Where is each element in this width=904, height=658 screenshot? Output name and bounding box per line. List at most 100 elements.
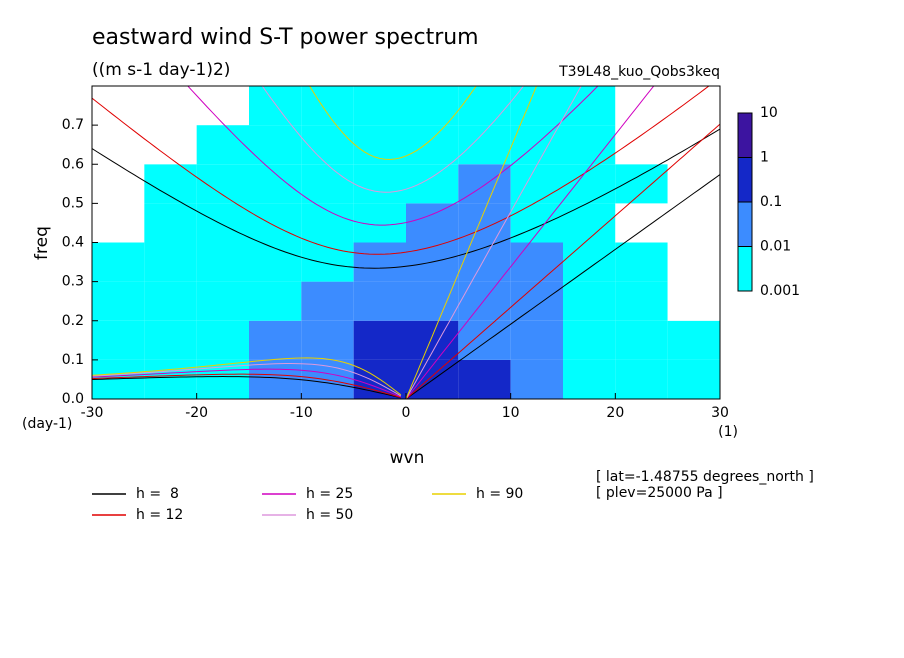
chart-title: eastward wind S-T power spectrum xyxy=(92,25,479,50)
x-tick-label: -10 xyxy=(290,405,313,421)
power-cell xyxy=(249,86,302,126)
dispersion-curve xyxy=(405,86,538,399)
power-cell xyxy=(563,359,616,399)
power-cell xyxy=(615,125,668,165)
power-cell xyxy=(144,242,197,282)
power-cell xyxy=(353,164,406,204)
power-cell xyxy=(458,125,511,165)
power-cell xyxy=(249,203,302,243)
y-tick-label: 0.2 xyxy=(62,313,84,329)
power-cell xyxy=(196,164,249,204)
power-cell xyxy=(196,242,249,282)
legend-label: h = 50 xyxy=(306,507,353,523)
dispersion-curve xyxy=(405,123,720,399)
power-cell xyxy=(353,320,406,360)
power-cell xyxy=(510,242,563,282)
power-cell xyxy=(92,164,145,204)
power-cell xyxy=(353,86,406,126)
power-cell xyxy=(510,281,563,321)
power-cell xyxy=(510,125,563,165)
power-cell xyxy=(301,125,354,165)
y-tick-label: 0.6 xyxy=(62,156,84,172)
power-cell xyxy=(144,281,197,321)
power-cell xyxy=(458,242,511,282)
annotation: [ lat=-1.48755 degrees_north ] xyxy=(596,469,814,485)
power-cell xyxy=(353,125,406,165)
x-tick-label: 30 xyxy=(711,405,729,421)
dispersion-curve xyxy=(405,174,720,399)
colorbar-segment xyxy=(737,201,753,247)
power-cell xyxy=(301,320,354,360)
x-tick-label: 0 xyxy=(402,405,411,421)
colorbar-segment xyxy=(737,112,753,158)
power-cell xyxy=(667,203,720,243)
power-cell xyxy=(301,242,354,282)
power-cell xyxy=(196,203,249,243)
dispersion-curve xyxy=(92,128,720,269)
colorbar-segment xyxy=(737,157,753,203)
power-cell xyxy=(458,320,511,360)
power-cell xyxy=(615,86,668,126)
y-axis-label: freq xyxy=(32,226,52,260)
power-cell xyxy=(144,359,197,399)
y-tick-label: 0.3 xyxy=(62,274,84,290)
power-cell xyxy=(144,86,197,126)
power-cell xyxy=(196,86,249,126)
power-cell xyxy=(615,359,668,399)
power-cell xyxy=(458,203,511,243)
power-cell xyxy=(406,281,459,321)
power-cell xyxy=(249,320,302,360)
power-cell xyxy=(615,203,668,243)
power-cell xyxy=(458,359,511,399)
power-cell xyxy=(92,125,145,165)
power-cell xyxy=(563,125,616,165)
power-cell xyxy=(615,164,668,204)
power-cell xyxy=(667,164,720,204)
power-cell xyxy=(92,281,145,321)
power-cell xyxy=(667,359,720,399)
x-units: (1) xyxy=(718,424,738,440)
power-cell xyxy=(144,203,197,243)
legend-label: h = 12 xyxy=(136,507,183,523)
power-cell xyxy=(563,86,616,126)
colorbar-label: 0.01 xyxy=(760,239,791,255)
power-cell xyxy=(563,320,616,360)
colorbar-label: 1 xyxy=(760,150,769,166)
x-tick-label: -30 xyxy=(81,405,104,421)
y-tick-label: 0.7 xyxy=(62,117,84,133)
power-cell xyxy=(615,320,668,360)
power-cell xyxy=(144,125,197,165)
dispersion-curve xyxy=(187,86,599,226)
power-cell xyxy=(667,281,720,321)
power-cell xyxy=(563,281,616,321)
power-cell xyxy=(353,281,406,321)
power-cell xyxy=(406,86,459,126)
power-cell xyxy=(144,164,197,204)
power-cell xyxy=(667,242,720,282)
subtitle: ((m s-1 day-1)2) xyxy=(92,60,230,80)
y-tick-label: 0.1 xyxy=(62,352,84,368)
power-cell xyxy=(510,320,563,360)
power-cell xyxy=(667,320,720,360)
power-cell xyxy=(406,125,459,165)
power-cell xyxy=(92,242,145,282)
power-cell xyxy=(144,320,197,360)
power-cell xyxy=(510,203,563,243)
dispersion-curve xyxy=(92,86,710,255)
power-cell xyxy=(353,242,406,282)
dispersion-curve xyxy=(405,86,655,399)
power-cell xyxy=(406,203,459,243)
x-tick-label: 10 xyxy=(502,405,520,421)
y-tick-label: 0.5 xyxy=(62,195,84,211)
power-cell xyxy=(510,86,563,126)
power-cell xyxy=(196,320,249,360)
power-cell xyxy=(92,203,145,243)
power-cell xyxy=(196,125,249,165)
power-cell xyxy=(301,164,354,204)
power-cell xyxy=(406,164,459,204)
power-cell xyxy=(615,242,668,282)
colorbar-label: 10 xyxy=(760,105,778,121)
power-cell xyxy=(458,281,511,321)
power-cell xyxy=(510,359,563,399)
